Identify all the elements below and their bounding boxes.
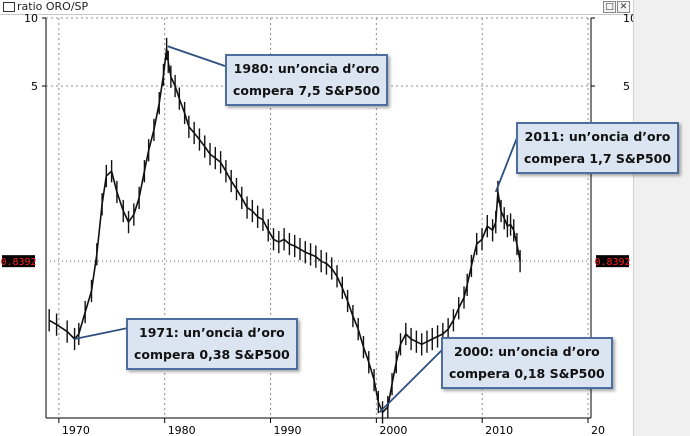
close-button[interactable]: ✕: [617, 1, 630, 13]
annotation-leader: [378, 347, 445, 414]
y-tick-label-right: 10: [623, 12, 633, 25]
annotation-2011: 2011: un’oncia d’oro compera 1,7 S&P500: [516, 122, 680, 174]
y-tick-label: 10: [24, 12, 38, 25]
x-tick-label: 20: [591, 424, 605, 436]
x-tick-label: 1980: [168, 424, 196, 436]
annotation-leader: [494, 129, 521, 193]
annotation-2000-line2: compera 0,18 S&P500: [449, 366, 605, 381]
annotation-1971: 1971: un’oncia d’oro compera 0,38 S&P500: [126, 318, 298, 370]
annotation-2000-line1: 2000: un’oncia d’oro: [454, 344, 600, 359]
annotation-leader: [74, 327, 129, 340]
maximize-button[interactable]: □: [603, 1, 616, 13]
annotation-2011-line2: compera 1,7 S&P500: [524, 151, 672, 166]
annotation-1971-line1: 1971: un’oncia d’oro: [139, 325, 285, 340]
last-value-badge-right: [596, 255, 629, 268]
window-titlebar: ratio ORO/SP □ ✕: [0, 0, 633, 15]
last-value-label-right: 0.8392: [594, 257, 630, 268]
annotation-1980: 1980: un’oncia d’oro compera 7,5 S&P500: [225, 54, 389, 106]
annotation-1980-line2: compera 7,5 S&P500: [233, 83, 381, 98]
price-line: [48, 48, 521, 414]
last-value-label-left: 0.8392: [0, 257, 36, 268]
x-tick-label: 1970: [62, 424, 90, 436]
annotation-1980-line1: 1980: un’oncia d’oro: [233, 61, 380, 76]
x-tick-label: 2000: [379, 424, 407, 436]
window-title: ratio ORO/SP: [17, 0, 89, 13]
side-panel: [633, 0, 690, 436]
annotation-2011-line1: 2011: un’oncia d’oro: [524, 129, 671, 144]
annotation-leader: [167, 45, 226, 67]
annotation-2000: 2000: un’oncia d’oro compera 0,18 S&P500: [441, 337, 613, 389]
window-icon: [3, 2, 15, 12]
x-tick-label: 1990: [274, 424, 302, 436]
x-tick-label: 2010: [485, 424, 513, 436]
y-tick-label-right: 5: [623, 80, 630, 93]
annotation-1971-line2: compera 0,38 S&P500: [134, 347, 290, 362]
last-value-badge-left: [2, 255, 35, 268]
y-tick-label: 5: [31, 80, 38, 93]
